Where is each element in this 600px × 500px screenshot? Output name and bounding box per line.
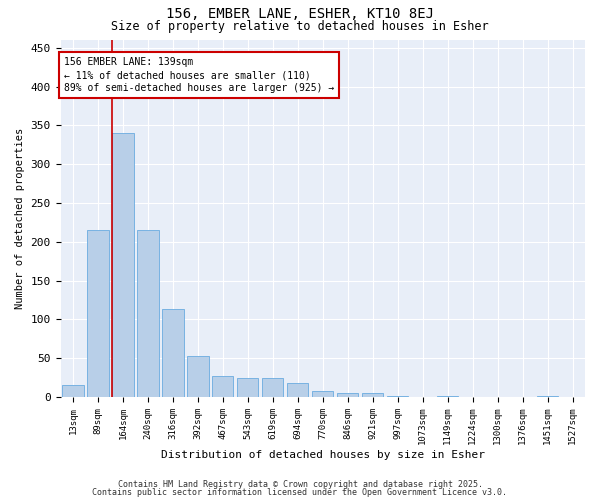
Bar <box>287 383 308 397</box>
Bar <box>212 376 233 397</box>
Bar <box>187 356 209 397</box>
Bar <box>112 133 134 397</box>
Bar <box>237 378 259 397</box>
X-axis label: Distribution of detached houses by size in Esher: Distribution of detached houses by size … <box>161 450 485 460</box>
Bar <box>163 310 184 397</box>
Text: Size of property relative to detached houses in Esher: Size of property relative to detached ho… <box>111 20 489 33</box>
Text: 156, EMBER LANE, ESHER, KT10 8EJ: 156, EMBER LANE, ESHER, KT10 8EJ <box>166 8 434 22</box>
Bar <box>88 230 109 397</box>
Bar <box>62 386 83 397</box>
Bar <box>137 230 158 397</box>
Bar <box>437 396 458 397</box>
Bar <box>262 378 283 397</box>
Bar <box>337 393 358 397</box>
Text: 156 EMBER LANE: 139sqm
← 11% of detached houses are smaller (110)
89% of semi-de: 156 EMBER LANE: 139sqm ← 11% of detached… <box>64 57 335 94</box>
Text: Contains public sector information licensed under the Open Government Licence v3: Contains public sector information licen… <box>92 488 508 497</box>
Bar <box>387 396 409 397</box>
Bar <box>537 396 558 397</box>
Bar <box>312 391 334 397</box>
Text: Contains HM Land Registry data © Crown copyright and database right 2025.: Contains HM Land Registry data © Crown c… <box>118 480 482 489</box>
Y-axis label: Number of detached properties: Number of detached properties <box>15 128 25 309</box>
Bar <box>362 393 383 397</box>
